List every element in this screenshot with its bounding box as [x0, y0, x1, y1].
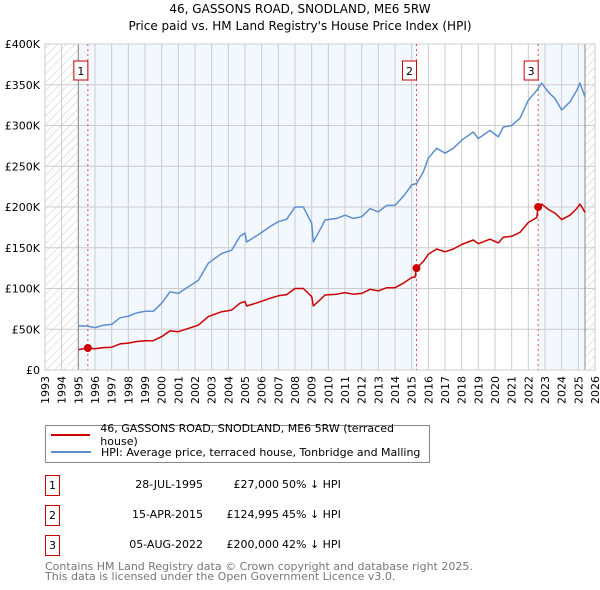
x-tick-label: 2024 — [556, 376, 569, 404]
x-tick-label: 2009 — [306, 376, 319, 404]
property-price-line — [78, 203, 586, 351]
transaction-row: 3 05-AUG-2022 £200,000 42% ↓ HPI — [45, 535, 465, 557]
x-tick-label: 2025 — [572, 376, 585, 404]
sale-label-border — [523, 60, 539, 81]
x-tick-label: 2014 — [389, 376, 402, 404]
x-tick-label: 2015 — [406, 376, 419, 404]
sale-label-number: 3 — [528, 65, 535, 78]
y-tick-label: £50K — [12, 323, 41, 336]
y-tick-label: £0 — [26, 364, 40, 377]
x-tick-label: 2004 — [222, 376, 235, 404]
transaction-date: 15-APR-2015 — [131, 508, 203, 521]
sale-label-number: 2 — [406, 65, 413, 78]
x-tick-label: 1998 — [122, 376, 135, 404]
y-tick-label: £150K — [5, 242, 41, 255]
transaction-price: £200,000 — [226, 538, 280, 551]
x-tick-label: 2026 — [589, 376, 600, 404]
x-tick-label: 2008 — [289, 376, 302, 404]
footer-copyright: Contains HM Land Registry data © Crown c… — [45, 560, 473, 573]
x-tick-label: 2022 — [522, 376, 535, 404]
chart-title: 46, GASSONS ROAD, SNODLAND, ME6 5RW — [169, 2, 430, 16]
y-tick-label: £400K — [5, 38, 41, 51]
x-tick-label: 1993 — [39, 376, 52, 404]
legend-swatch-red — [51, 434, 91, 436]
legend-label: HPI: Average price, terraced house, Tonb… — [101, 445, 421, 459]
x-tick-label: 2012 — [356, 376, 369, 404]
x-tick-label: 2006 — [256, 376, 269, 404]
x-tick-label: 1995 — [72, 376, 85, 404]
x-tick-label: 2018 — [456, 376, 469, 404]
transaction-price: £27,000 — [233, 478, 280, 491]
sale-label-box: 3 — [523, 60, 539, 81]
chart-subtitle: Price paid vs. HM Land Registry's House … — [128, 19, 471, 33]
transaction-row: 1 28-JUL-1995 £27,000 50% ↓ HPI — [45, 475, 465, 497]
plot-border — [44, 43, 596, 371]
x-tick-label: 2020 — [489, 376, 502, 404]
x-tick-label: 2021 — [506, 376, 519, 404]
x-tick-label: 2017 — [439, 376, 452, 404]
sale-label-number: 1 — [77, 65, 84, 78]
transaction-date: 28-JUL-1995 — [135, 478, 203, 491]
x-tick-label: 1997 — [106, 376, 119, 404]
x-tick-label: 2002 — [189, 376, 202, 404]
y-tick-label: £350K — [5, 79, 41, 92]
sale-label-border — [402, 60, 417, 81]
x-tick-label: 2000 — [156, 376, 169, 404]
x-tick-label: 1996 — [89, 376, 102, 404]
legend-item-hpi: HPI: Average price, terraced house, Tonb… — [46, 444, 420, 460]
transaction-date: 05-AUG-2022 — [129, 538, 203, 551]
legend: 46, GASSONS ROAD, SNODLAND, ME6 5RW (ter… — [45, 422, 430, 463]
legend-label: 46, GASSONS ROAD, SNODLAND, ME6 5RW (ter… — [100, 422, 394, 448]
x-tick-label: 2011 — [339, 376, 352, 404]
x-tick-label: 2013 — [372, 376, 385, 404]
marker-number: 1 — [45, 475, 60, 496]
sale-label-box: 2 — [402, 60, 417, 81]
x-tick-label: 2003 — [206, 376, 219, 404]
x-tick-label: 1999 — [139, 376, 152, 404]
x-tick-label: 2019 — [472, 376, 485, 404]
x-tick-label: 2005 — [239, 376, 252, 404]
sale-point — [83, 343, 92, 352]
transaction-hpi: 50% ↓ HPI — [282, 478, 341, 491]
y-tick-label: £250K — [5, 160, 41, 173]
y-tick-label: £100K — [5, 283, 41, 296]
footer-licence: This data is licensed under the Open Gov… — [45, 570, 396, 583]
sale-point — [534, 203, 543, 211]
x-tick-label: 2010 — [322, 376, 335, 404]
x-tick-label: 2007 — [272, 376, 285, 404]
x-tick-label: 2001 — [172, 376, 185, 404]
marker-number: 2 — [45, 505, 60, 526]
x-tick-label: 2016 — [422, 376, 435, 404]
legend-swatch-blue — [51, 451, 91, 453]
transaction-row: 2 15-APR-2015 £124,995 45% ↓ HPI — [45, 505, 465, 527]
transaction-hpi: 42% ↓ HPI — [282, 538, 341, 551]
hpi-line — [78, 82, 586, 329]
marker-number: 3 — [45, 535, 60, 556]
transaction-price: £124,995 — [226, 508, 280, 521]
y-tick-label: £200K — [5, 201, 41, 214]
y-tick-label: £300K — [5, 120, 41, 133]
legend-item-property: 46, GASSONS ROAD, SNODLAND, ME6 5RW (ter… — [46, 422, 429, 448]
sale-point — [412, 264, 421, 273]
x-tick-label: 1994 — [56, 376, 69, 404]
x-tick-label: 2023 — [539, 376, 552, 404]
sale-label-border — [73, 60, 89, 81]
sale-label-box: 1 — [73, 60, 89, 81]
price-chart: 46, GASSONS ROAD, SNODLAND, ME6 5RW Pric… — [5, 2, 600, 404]
transaction-hpi: 45% ↓ HPI — [282, 508, 341, 521]
